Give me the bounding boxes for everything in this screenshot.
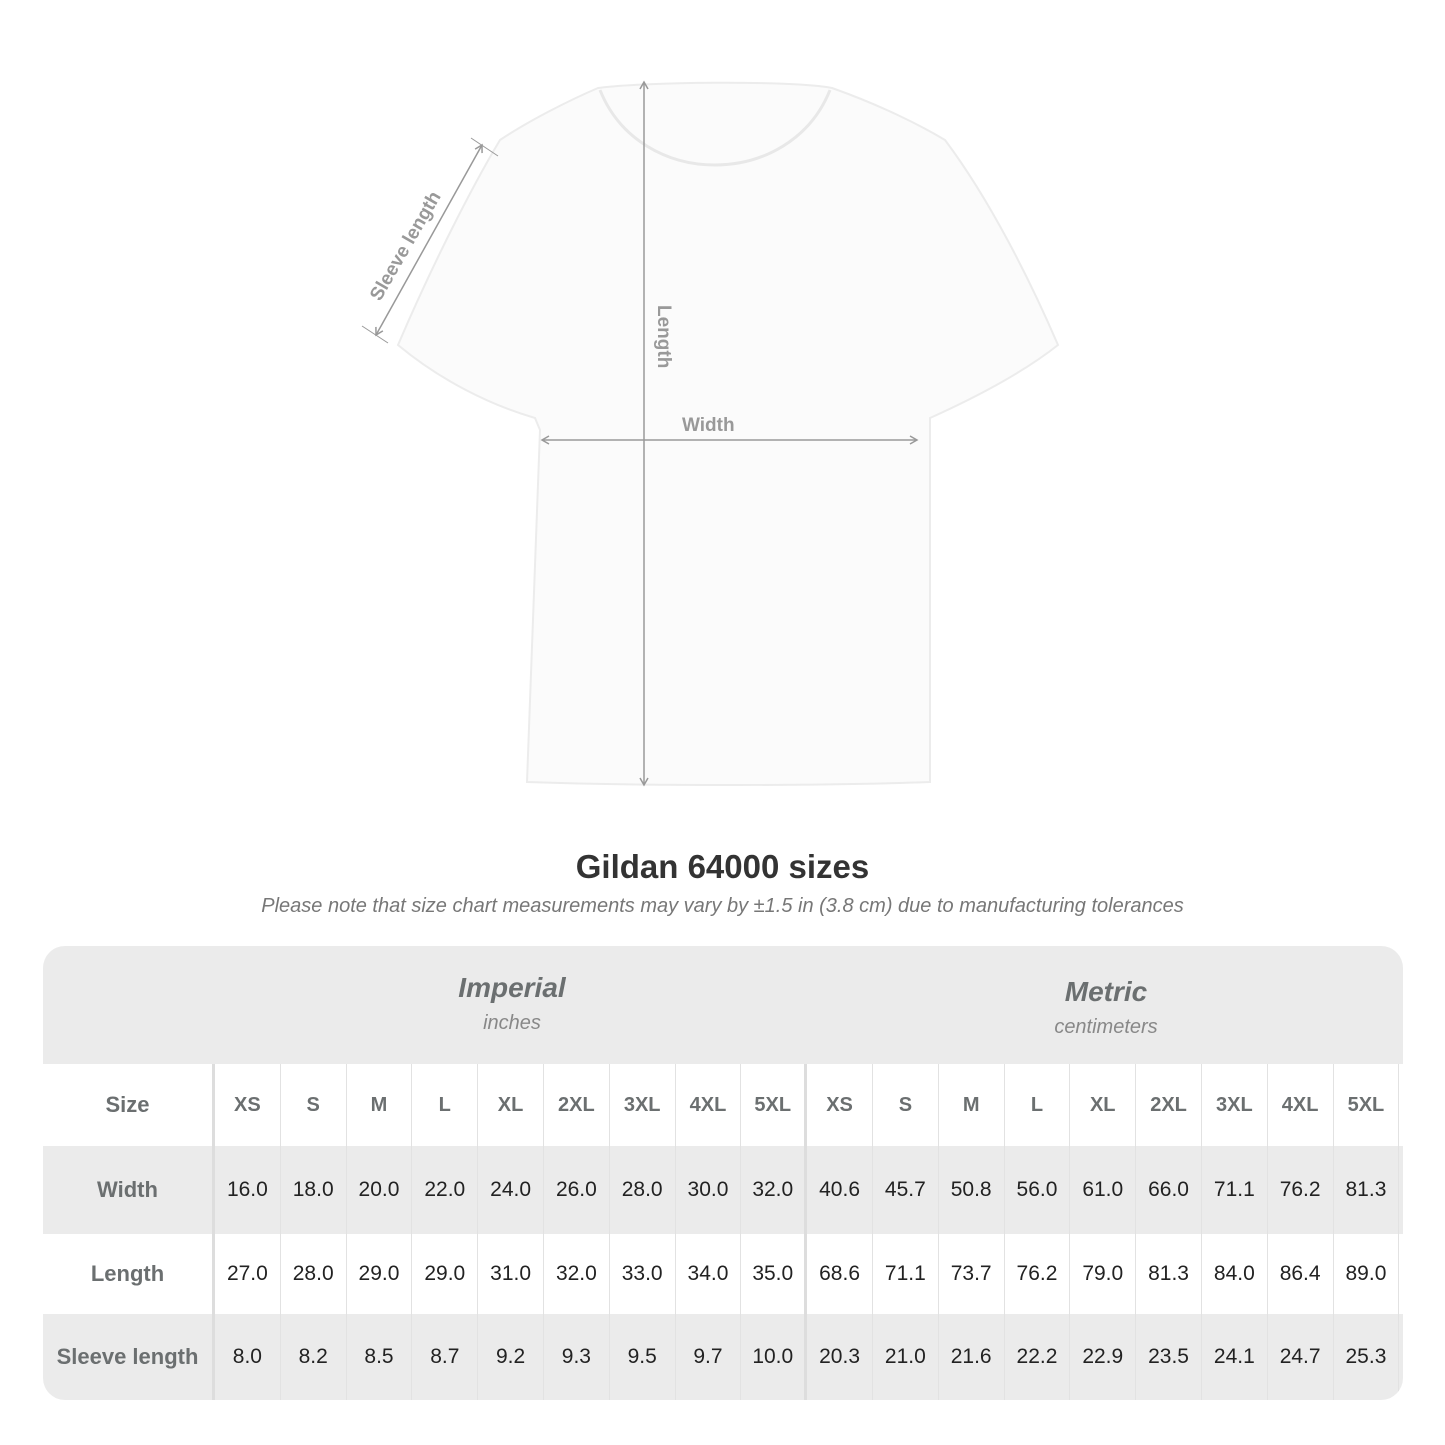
table-cell: 26.0: [544, 1146, 610, 1234]
size-header-cell: XS: [807, 1064, 873, 1146]
width-label: Width: [682, 415, 735, 436]
table-cell: 8.2: [281, 1314, 347, 1400]
table-cell: 25.3: [1334, 1314, 1400, 1400]
sleeve-tick: [470, 137, 499, 157]
table-cell: 86.4: [1268, 1234, 1334, 1314]
table-cell: 56.0: [1005, 1146, 1071, 1234]
imperial-unit: inches: [483, 1012, 541, 1034]
size-header-cell: 5XL: [741, 1064, 808, 1146]
table-cell: 8.5: [347, 1314, 413, 1400]
table-cell: 20.3: [807, 1314, 873, 1400]
table-cell: 9.2: [478, 1314, 544, 1400]
table-cell: 24.7: [1268, 1314, 1334, 1400]
size-header-cell: M: [347, 1064, 413, 1146]
size-header-cell: S: [873, 1064, 939, 1146]
size-header-cell: 4XL: [676, 1064, 742, 1146]
tolerance-note: Please note that size chart measurements…: [261, 895, 1184, 917]
table-cell: 29.0: [412, 1234, 479, 1314]
metric-unit: centimeters: [1054, 1016, 1158, 1038]
size-header-cell: 5XL: [1334, 1064, 1400, 1146]
table-cell: 81.3: [1136, 1234, 1202, 1314]
table-cell: 76.2: [1005, 1234, 1071, 1314]
table-cell: 18.0: [281, 1146, 347, 1234]
table-cell: 8.0: [215, 1314, 281, 1400]
size-header-cell: XL: [1070, 1064, 1137, 1146]
table-cell: 32.0: [544, 1234, 610, 1314]
collar: [598, 89, 832, 167]
size-header-cell: XL: [478, 1064, 544, 1146]
table-cell: 40.6: [807, 1146, 873, 1234]
table-cell: 33.0: [610, 1234, 676, 1314]
table-cell: 28.0: [610, 1146, 676, 1234]
table-cell: 27.0: [215, 1234, 281, 1314]
table-row: Width 16.0 18.0 20.0 22.0 24.0 26.0 28.0 30.0 32.…: [43, 1146, 1403, 1234]
size-header-cell: 4XL: [1268, 1064, 1334, 1146]
tshirt-diagram: Sleeve length Length Width: [361, 80, 1060, 787]
length-label: Length: [653, 305, 674, 368]
table-cell: 8.7: [412, 1314, 479, 1400]
size-header-cell: 2XL: [544, 1064, 610, 1146]
table-cell: 31.0: [478, 1234, 544, 1314]
size-header-cell: 2XL: [1136, 1064, 1202, 1146]
table-cell: 9.7: [676, 1314, 742, 1400]
row-label: Length: [43, 1234, 215, 1314]
table-cell: 10.0: [741, 1314, 808, 1400]
table-cell: 22.0: [412, 1146, 479, 1234]
table-cell: 81.3: [1334, 1146, 1400, 1234]
table-cell: 73.7: [939, 1234, 1005, 1314]
table-cell: 30.0: [676, 1146, 742, 1234]
table-cell: 71.1: [1202, 1146, 1268, 1234]
table-cell: 79.0: [1070, 1234, 1137, 1314]
table-cell: 16.0: [215, 1146, 281, 1234]
row-label: Size: [43, 1064, 215, 1146]
table-cell: 22.9: [1070, 1314, 1137, 1400]
table-cell: 21.0: [873, 1314, 939, 1400]
table-row: Sleeve length 8.0 8.2 8.5 8.7 9.2 9.3 9.5 9.7 10.…: [43, 1314, 1403, 1400]
page-title: Gildan 64000 sizes: [575, 848, 870, 885]
table-row: Length 27.0 28.0 29.0 29.0 31.0 32.0 33.0 34.0 35…: [43, 1234, 1403, 1314]
table-cell: 29.0: [347, 1234, 413, 1314]
table-cell: 24.0: [478, 1146, 544, 1234]
size-row: Size XS S M L XL 2XL 3XL 4XL 5XL XS S M L XL 2XL 3XL 4XL 5…: [43, 1064, 1403, 1146]
size-header-cell: L: [1005, 1064, 1071, 1146]
table-cell: 9.3: [544, 1314, 610, 1400]
table-cell: 32.0: [741, 1146, 808, 1234]
table-cell: 35.0: [741, 1234, 808, 1314]
table-cell: 23.5: [1136, 1314, 1202, 1400]
size-header-cell: S: [281, 1064, 347, 1146]
sleeve-tick: [361, 325, 389, 344]
table-cell: 20.0: [347, 1146, 413, 1234]
table-cell: 21.6: [939, 1314, 1005, 1400]
table-cell: 24.1: [1202, 1314, 1268, 1400]
table-cell: 66.0: [1136, 1146, 1202, 1234]
table-cell: 89.0: [1334, 1234, 1400, 1314]
table-cell: 61.0: [1070, 1146, 1137, 1234]
size-header-cell: M: [939, 1064, 1005, 1146]
imperial-title: Imperial: [458, 972, 566, 1003]
sleeve-arrow: [375, 143, 483, 337]
table-cell: 45.7: [873, 1146, 939, 1234]
table-cell: 50.8: [939, 1146, 1005, 1234]
table-cell: 76.2: [1268, 1146, 1334, 1234]
size-header-cell: L: [412, 1064, 479, 1146]
metric-title: Metric: [1064, 976, 1148, 1007]
table-cell: 34.0: [676, 1234, 742, 1314]
table-cell: 84.0: [1202, 1234, 1268, 1314]
table-cell: 68.6: [807, 1234, 873, 1314]
size-header-cell: 3XL: [1202, 1064, 1268, 1146]
row-label: Sleeve length: [43, 1314, 215, 1400]
size-table: Imperial inches Metric centimeters Size X…: [43, 946, 1403, 1400]
table-cell: 28.0: [281, 1234, 347, 1314]
table-cell: 9.5: [610, 1314, 676, 1400]
table-cell: 71.1: [873, 1234, 939, 1314]
size-header-cell: 3XL: [610, 1064, 676, 1146]
imperial-header: Imperial inches: [215, 946, 809, 1064]
table-cell: 22.2: [1005, 1314, 1071, 1400]
metric-header: Metric centimeters: [809, 946, 1403, 1064]
row-label: Width: [43, 1146, 215, 1234]
size-header-cell: XS: [215, 1064, 281, 1146]
